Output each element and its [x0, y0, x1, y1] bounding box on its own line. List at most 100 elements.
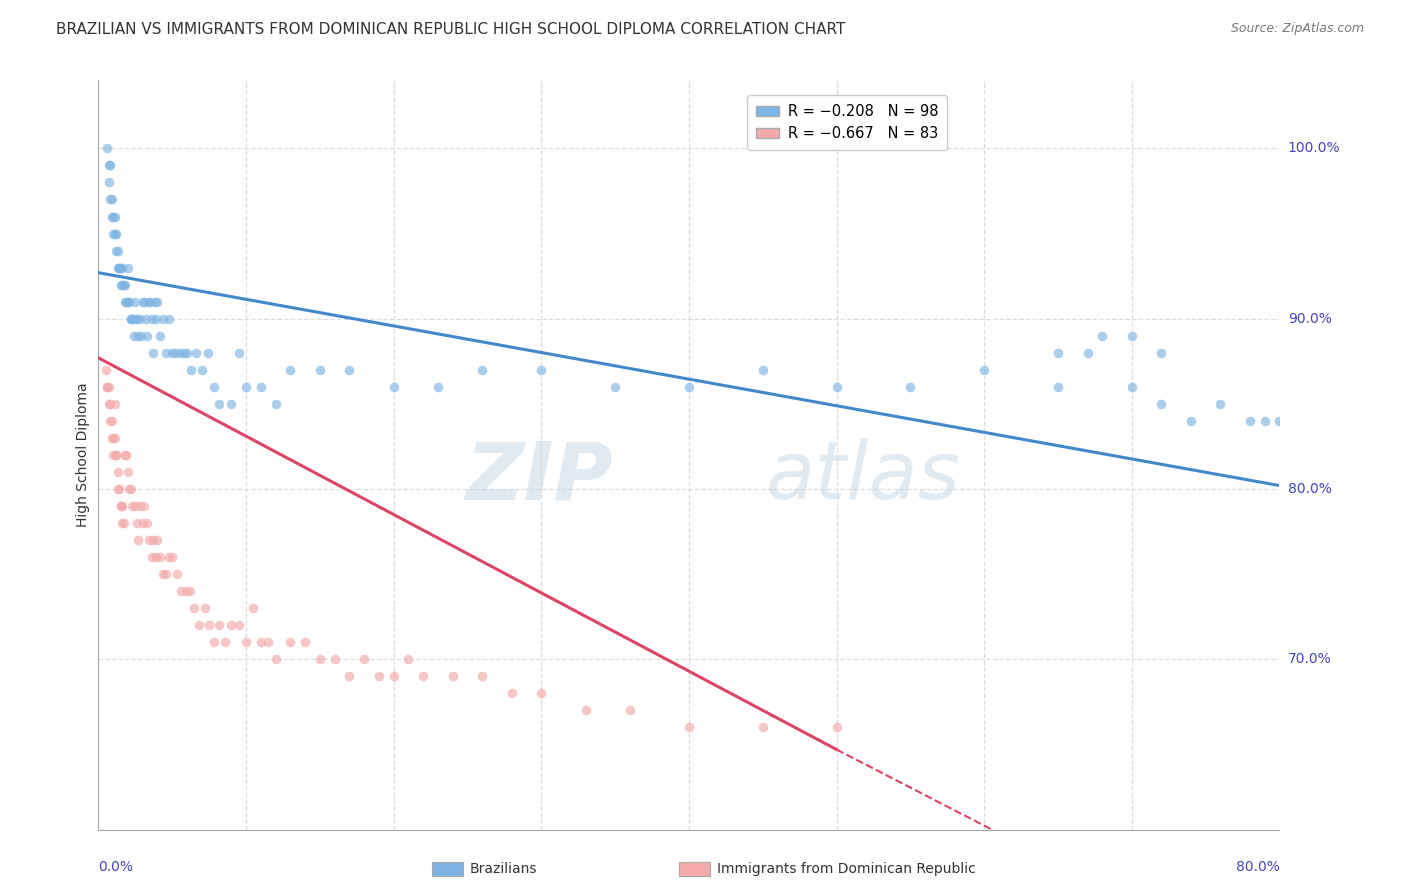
Point	[145, 550, 167, 565]
Point	[202, 635, 225, 649]
Point	[108, 260, 131, 275]
Point	[152, 567, 174, 582]
Text: ZIP: ZIP	[465, 438, 612, 516]
Point	[134, 294, 156, 309]
Point	[120, 311, 142, 326]
Point	[1091, 328, 1114, 343]
Point	[136, 516, 159, 530]
Point	[501, 686, 523, 700]
Point	[98, 158, 121, 172]
Point	[117, 260, 139, 275]
Point	[1239, 414, 1261, 428]
Point	[100, 431, 122, 445]
Point	[127, 328, 149, 343]
Point	[118, 482, 141, 496]
Point	[112, 516, 135, 530]
Point	[191, 363, 214, 377]
Point	[103, 227, 125, 241]
Point	[155, 567, 177, 582]
Point	[104, 431, 127, 445]
Point	[162, 550, 183, 565]
Y-axis label: High School Diploma: High School Diploma	[76, 383, 90, 527]
Point	[114, 294, 136, 309]
Point	[115, 448, 138, 462]
Point	[165, 345, 187, 359]
Point	[752, 363, 775, 377]
Point	[257, 635, 280, 649]
Point	[170, 584, 193, 599]
Point	[382, 669, 405, 683]
Point	[110, 277, 132, 292]
Point	[197, 345, 219, 359]
Point	[825, 380, 848, 394]
Point	[155, 345, 177, 359]
Point	[104, 397, 127, 411]
Point	[96, 141, 118, 155]
Legend: R = −0.208   N = 98, R = −0.667   N = 83: R = −0.208 N = 98, R = −0.667 N = 83	[748, 95, 948, 150]
Point	[228, 618, 250, 632]
Point	[412, 669, 434, 683]
Point	[111, 499, 134, 513]
Point	[184, 345, 207, 359]
Point	[98, 414, 121, 428]
Point	[169, 345, 191, 359]
Point	[530, 363, 553, 377]
Point	[280, 363, 302, 377]
Point	[208, 618, 231, 632]
Point	[111, 516, 134, 530]
Text: atlas: atlas	[766, 438, 960, 516]
Text: 0.0%: 0.0%	[98, 860, 134, 874]
Point	[110, 499, 132, 513]
Point	[98, 397, 121, 411]
Point	[132, 516, 155, 530]
Point	[110, 260, 132, 275]
Point	[143, 294, 166, 309]
Point	[107, 260, 129, 275]
Point	[136, 328, 159, 343]
Point	[294, 635, 316, 649]
Point	[1150, 397, 1173, 411]
Point	[1298, 431, 1320, 445]
Point	[97, 158, 120, 172]
Point	[105, 448, 128, 462]
Point	[98, 193, 121, 207]
Point	[96, 380, 118, 394]
Point	[124, 311, 146, 326]
Point	[678, 380, 700, 394]
Point	[107, 244, 129, 258]
Point	[111, 260, 134, 275]
Point	[280, 635, 302, 649]
Point	[187, 618, 209, 632]
Point	[264, 397, 287, 411]
Point	[382, 380, 405, 394]
Point	[105, 448, 128, 462]
Point	[139, 294, 162, 309]
Point	[128, 499, 150, 513]
Point	[202, 380, 225, 394]
Point	[145, 311, 167, 326]
Point	[146, 294, 169, 309]
Point	[242, 601, 264, 615]
Point	[117, 294, 139, 309]
Point	[149, 328, 172, 343]
Point	[471, 669, 494, 683]
Point	[125, 516, 148, 530]
Point	[162, 345, 183, 359]
Point	[97, 397, 120, 411]
Point	[157, 311, 180, 326]
Point	[1313, 431, 1336, 445]
Point	[138, 294, 160, 309]
Point	[152, 311, 174, 326]
Point	[114, 277, 136, 292]
Point	[1121, 380, 1143, 394]
Text: Source: ZipAtlas.com: Source: ZipAtlas.com	[1230, 22, 1364, 36]
Text: BRAZILIAN VS IMMIGRANTS FROM DOMINICAN REPUBLIC HIGH SCHOOL DIPLOMA CORRELATION : BRAZILIAN VS IMMIGRANTS FROM DOMINICAN R…	[56, 22, 845, 37]
Point	[235, 635, 257, 649]
Point	[264, 652, 287, 666]
Text: 100.0%: 100.0%	[1288, 142, 1340, 155]
Point	[129, 328, 152, 343]
Point	[107, 465, 129, 479]
Point	[900, 380, 922, 394]
Point	[97, 380, 120, 394]
Point	[183, 601, 205, 615]
